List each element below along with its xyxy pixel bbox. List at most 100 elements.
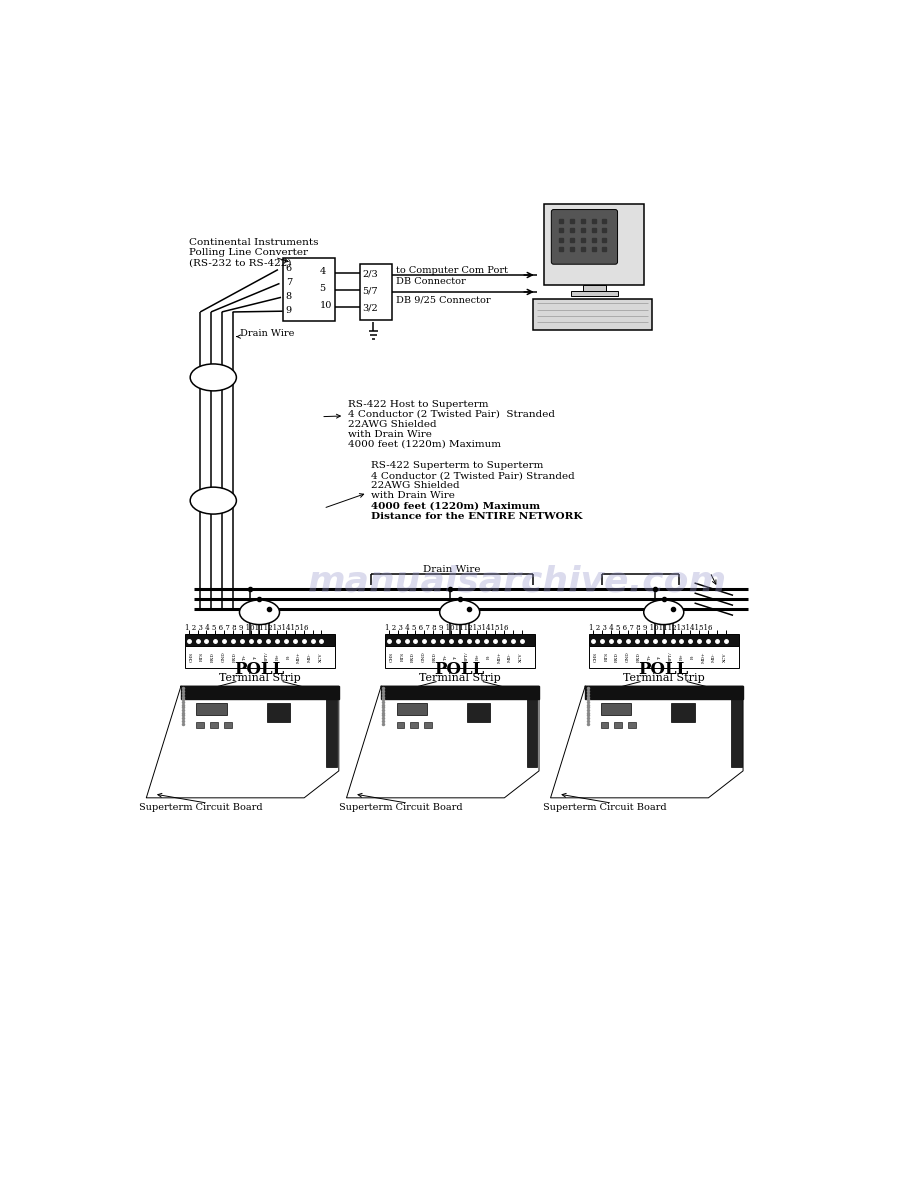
Text: with Drain Wire: with Drain Wire: [348, 430, 432, 438]
Text: T+: T+: [243, 653, 247, 661]
Text: RXD: RXD: [211, 652, 215, 662]
Bar: [628, 721, 636, 728]
Bar: [410, 721, 418, 728]
Polygon shape: [181, 687, 339, 699]
Text: 5: 5: [319, 284, 326, 293]
Text: 8: 8: [285, 292, 292, 301]
Bar: [527, 690, 537, 767]
Ellipse shape: [440, 600, 480, 625]
Text: RTS: RTS: [400, 652, 405, 662]
Text: Terminal Strip: Terminal Strip: [218, 674, 300, 683]
Bar: [532, 299, 652, 330]
Bar: [589, 634, 739, 646]
Text: DB Connector: DB Connector: [396, 277, 465, 285]
Text: GND: GND: [222, 651, 226, 662]
Text: Distance for the ENTIRE NETWORK: Distance for the ENTIRE NETWORK: [371, 512, 583, 520]
Text: R-: R-: [286, 655, 290, 659]
Bar: [571, 291, 618, 296]
Bar: [267, 703, 290, 722]
Text: (RS-232 to RS-422): (RS-232 to RS-422): [189, 258, 291, 267]
Text: XCV: XCV: [723, 652, 727, 662]
Text: MD-: MD-: [308, 652, 312, 662]
Text: R+: R+: [275, 653, 280, 661]
Bar: [397, 721, 404, 728]
Polygon shape: [346, 687, 539, 798]
Text: RXD: RXD: [411, 652, 415, 662]
Text: 9: 9: [285, 307, 292, 315]
Text: Superterm Circuit Board: Superterm Circuit Board: [543, 803, 666, 811]
Text: manualsarchive.com: manualsarchive.com: [308, 564, 727, 599]
Text: 1 2 3 4 5 6 7 8 9 10111213141516: 1 2 3 4 5 6 7 8 9 10111213141516: [589, 624, 712, 632]
Bar: [424, 721, 432, 728]
Text: Drain Wire: Drain Wire: [241, 329, 295, 339]
Ellipse shape: [190, 364, 237, 391]
Text: RS-422 Superterm to Superterm: RS-422 Superterm to Superterm: [371, 461, 543, 470]
Polygon shape: [585, 687, 743, 699]
Text: Superterm Circuit Board: Superterm Circuit Board: [339, 803, 463, 811]
Bar: [589, 646, 739, 668]
Polygon shape: [551, 687, 743, 798]
Bar: [196, 721, 204, 728]
Text: CHS: CHS: [594, 652, 598, 662]
Text: RPT/: RPT/: [265, 651, 269, 662]
Bar: [385, 634, 535, 646]
Text: RTS: RTS: [604, 652, 609, 662]
Text: CHS: CHS: [389, 652, 394, 662]
Text: 7: 7: [285, 278, 292, 287]
Text: 1 2 3 4 5 6 7 8 9 10111213141516: 1 2 3 4 5 6 7 8 9 10111213141516: [385, 624, 509, 632]
Text: T-: T-: [254, 655, 258, 659]
Text: 4: 4: [319, 267, 326, 277]
Text: RXD: RXD: [232, 652, 237, 662]
Text: GND: GND: [422, 651, 426, 662]
Text: T+: T+: [443, 653, 448, 661]
Text: 5/7: 5/7: [363, 286, 378, 296]
Text: 4 Conductor (2 Twisted Pair)  Stranded: 4 Conductor (2 Twisted Pair) Stranded: [348, 410, 555, 419]
Bar: [224, 721, 231, 728]
Text: R-: R-: [487, 655, 490, 659]
Bar: [385, 646, 535, 668]
Text: MD+: MD+: [701, 651, 705, 663]
Text: Terminal Strip: Terminal Strip: [419, 674, 500, 683]
Polygon shape: [381, 687, 539, 699]
Text: T+: T+: [647, 653, 652, 661]
Text: POLL: POLL: [234, 661, 285, 677]
Text: Continental Instruments: Continental Instruments: [189, 238, 319, 247]
Text: 4000 feet (1220m) Maximum: 4000 feet (1220m) Maximum: [371, 501, 541, 511]
Text: RS-422 Host to Superterm: RS-422 Host to Superterm: [348, 400, 488, 409]
Bar: [731, 690, 742, 767]
Text: 22AWG Shielded: 22AWG Shielded: [348, 419, 437, 429]
Ellipse shape: [190, 487, 237, 514]
Text: 3/2: 3/2: [363, 304, 378, 312]
FancyBboxPatch shape: [552, 209, 618, 264]
Text: MD-: MD-: [509, 652, 512, 662]
Bar: [327, 690, 337, 767]
Text: with Drain Wire: with Drain Wire: [371, 492, 455, 500]
Text: RXD: RXD: [615, 652, 620, 662]
Text: 6: 6: [285, 265, 292, 273]
Text: Terminal Strip: Terminal Strip: [623, 674, 705, 683]
Text: Drain Wire: Drain Wire: [423, 564, 481, 574]
Text: R-: R-: [690, 655, 695, 659]
Bar: [583, 285, 606, 291]
Text: 22AWG Shielded: 22AWG Shielded: [371, 481, 460, 491]
Text: XCV: XCV: [519, 652, 523, 662]
Text: 4000 feet (1220m) Maximum: 4000 feet (1220m) Maximum: [348, 440, 501, 449]
Text: to Computer Com Port: to Computer Com Port: [396, 266, 508, 274]
Text: RXD: RXD: [637, 652, 641, 662]
Text: POLL: POLL: [639, 661, 688, 677]
Bar: [671, 703, 695, 722]
Text: RPT/: RPT/: [669, 651, 673, 662]
Bar: [185, 634, 335, 646]
Bar: [283, 258, 335, 321]
Bar: [600, 721, 609, 728]
Bar: [544, 204, 644, 285]
Bar: [196, 703, 227, 715]
Bar: [600, 703, 632, 715]
Bar: [614, 721, 622, 728]
Text: RPT/: RPT/: [465, 651, 469, 662]
Text: T-: T-: [658, 655, 663, 659]
Ellipse shape: [240, 600, 279, 625]
Bar: [185, 646, 335, 668]
Text: R+: R+: [680, 653, 684, 661]
Text: Polling Line Converter: Polling Line Converter: [189, 248, 308, 257]
